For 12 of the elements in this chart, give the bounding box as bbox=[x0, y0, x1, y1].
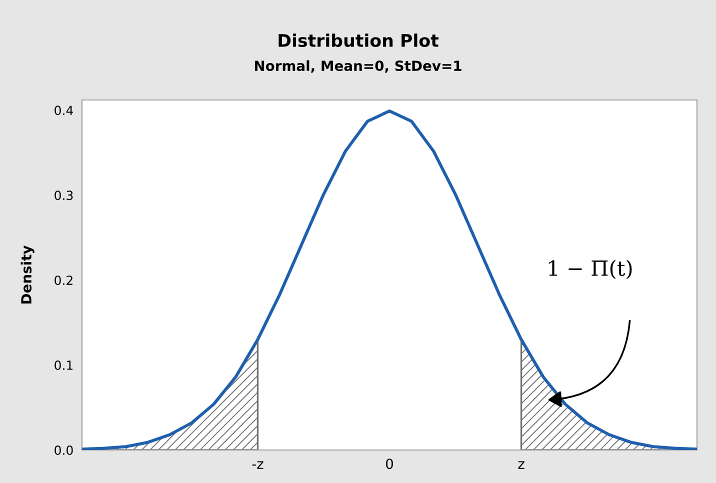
x-tick-label: 0 bbox=[386, 458, 393, 470]
annotation: 1 − Π(t) bbox=[549, 260, 632, 279]
y-tick-label: 0.2 bbox=[54, 276, 72, 286]
x-tick-label: z bbox=[518, 461, 524, 469]
y-tick-label: 0.1 bbox=[54, 360, 73, 370]
x-tick-label: -z bbox=[252, 461, 264, 469]
chart-title: Distribution Plot bbox=[278, 34, 438, 48]
y-axis-title: Density bbox=[20, 245, 34, 304]
chart-subtitle: Normal, Mean=0, StDev=1 bbox=[254, 60, 462, 73]
y-tick-label: 0.3 bbox=[54, 190, 73, 200]
y-tick-label: 0.0 bbox=[54, 445, 73, 455]
y-tick-label: 0.4 bbox=[54, 106, 73, 116]
